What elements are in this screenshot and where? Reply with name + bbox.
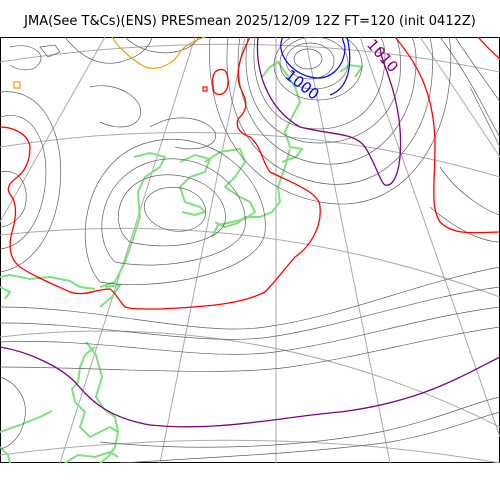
pressure-map: 1000 1010 (0, 37, 500, 463)
map-title: JMA(See T&Cs)(ENS) PRESmean 2025/12/09 1… (24, 14, 476, 29)
contour-1010 (256, 37, 402, 186)
contour-1000 (280, 37, 351, 96)
map-panel: 1000 1010 (0, 37, 500, 463)
coastline (0, 60, 364, 463)
contour-1020-east (394, 37, 500, 234)
contour-1030-small (13, 81, 21, 89)
map-border (0, 37, 500, 463)
contour-1020-small (211, 68, 229, 96)
contour-1020-dot (202, 86, 208, 92)
isobars (0, 37, 500, 463)
contour-1020-ne (477, 37, 500, 60)
graticule (0, 37, 500, 463)
contour-1020 (0, 37, 321, 310)
contour-1010-south (0, 346, 500, 428)
contour-1030 (111, 37, 206, 69)
